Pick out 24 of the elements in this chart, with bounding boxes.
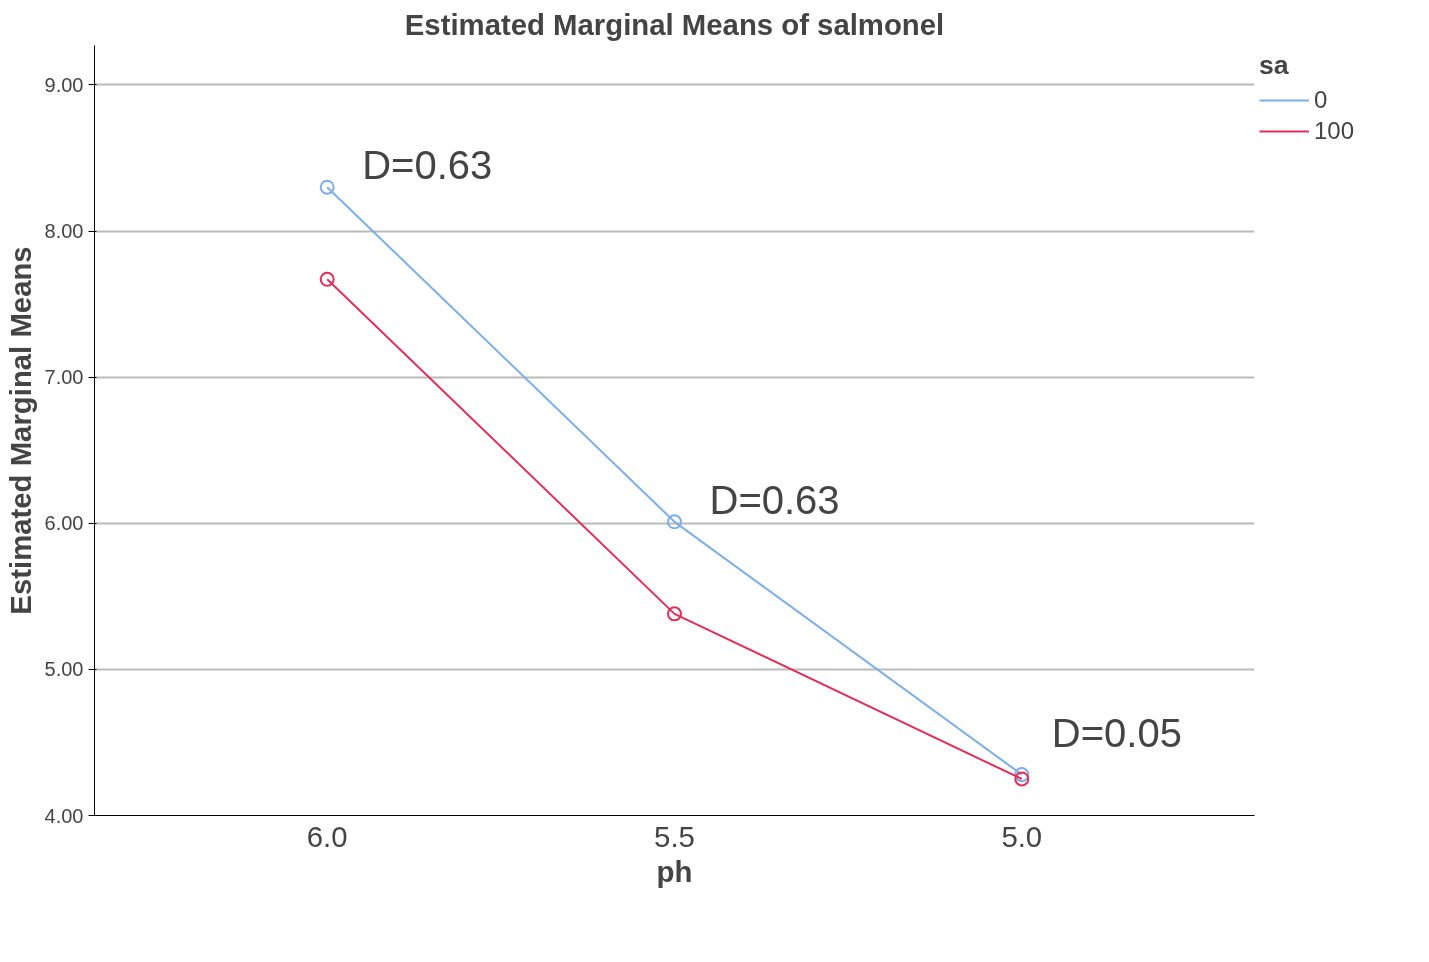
point [1014, 767, 1030, 783]
point [667, 606, 682, 622]
legend-label: 100 [1314, 117, 1355, 145]
legend-label: 0 [1314, 86, 1329, 114]
y-tick-label: 8.00 [44, 220, 84, 243]
x-tick-label: 5.5 [654, 819, 695, 853]
y-axis-title: Estimated Marginal Means [3, 246, 37, 615]
y-tick-label: 9.00 [44, 73, 84, 96]
y-tick-label: 4.00 [44, 804, 84, 827]
y-tick-label: 7.00 [44, 366, 84, 389]
annotation: D=0.63 [709, 477, 840, 522]
x-tick-label: 6.0 [306, 819, 348, 853]
point [1014, 771, 1030, 787]
legend-title: sa [1259, 50, 1290, 81]
x-axis-title: ph [656, 854, 693, 888]
x-tick-label: 5.0 [1001, 819, 1043, 853]
point [319, 271, 335, 287]
annotation: D=0.63 [362, 143, 493, 188]
y-tick-label: 6.00 [44, 512, 84, 535]
y-tick-label: 5.00 [44, 658, 84, 681]
point [667, 514, 682, 530]
point [319, 179, 335, 195]
chart-title: Estimated Marginal Means of salmonel [404, 7, 945, 41]
annotation: D=0.05 [1051, 710, 1182, 755]
